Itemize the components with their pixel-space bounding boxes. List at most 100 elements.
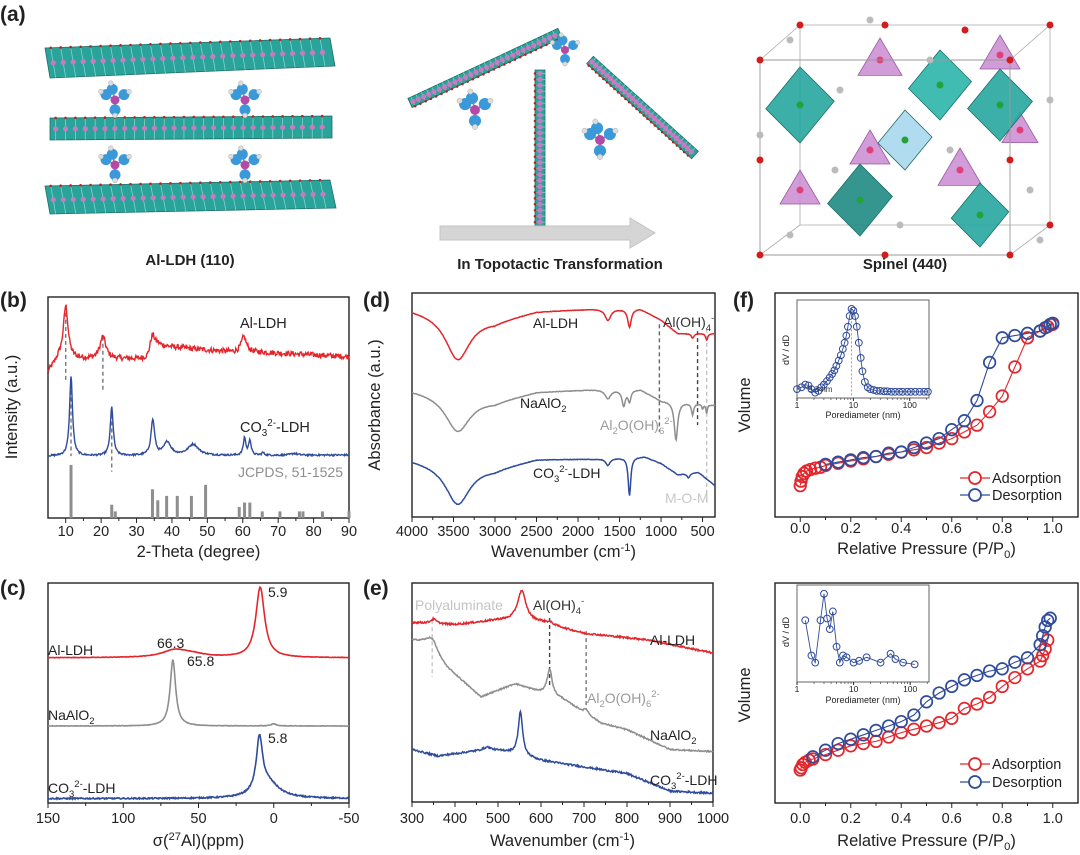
data-point-pore-size-distribution [807, 651, 816, 660]
data-point-pore-size-distribution [849, 306, 858, 315]
oxygen-atom [179, 41, 182, 45]
metal-site [452, 79, 458, 85]
oxygen-atom [533, 137, 537, 141]
oxygen-atom [533, 89, 537, 93]
oxygen-atom [239, 169, 251, 181]
label-fragment: 2 [599, 699, 604, 710]
data-point-pore-size-distribution [823, 614, 831, 623]
oxygen-atom [529, 50, 532, 54]
label-fragment: 0 [1004, 841, 1010, 853]
metal-site [92, 126, 98, 132]
data-point-adsorption [945, 431, 959, 446]
metal-site [110, 196, 116, 202]
metal-site [160, 194, 166, 201]
data-point-desorption [995, 331, 1009, 345]
label-fragment: 2 [691, 736, 696, 747]
oxygen-atom [79, 45, 82, 49]
oxygen-atom [1006, 251, 1014, 259]
metal-site [110, 57, 116, 64]
label-fragment: - [581, 596, 584, 607]
oxygen-atom [533, 185, 537, 188]
data-point-pore-size-distribution [843, 322, 852, 331]
hydrogen-atom [472, 124, 478, 130]
oxygen-atom [429, 97, 433, 101]
oxygen-atom [471, 77, 475, 81]
aluminum-atom [110, 160, 120, 170]
x-tick-label: 10 [58, 524, 74, 540]
x-tick-label: 1.0 [1043, 811, 1063, 827]
metal-site [100, 196, 106, 202]
data-point-adsorption [945, 711, 959, 725]
label-fragment: NaAlO [48, 707, 89, 723]
aluminum-atom [470, 105, 480, 115]
tetrahedral-site [866, 146, 874, 154]
metal-site [537, 136, 543, 142]
hydrogen-atom [549, 40, 555, 45]
data-point-adsorption [970, 418, 984, 432]
x-axis-title: Relative Pressure (P/P0) [837, 832, 1016, 853]
oxygen-atom [440, 92, 443, 96]
data-point-desorption [1041, 613, 1055, 628]
metal-site [537, 207, 543, 213]
label-fragment: 5.8 [268, 730, 288, 746]
label-fragment: 2 [561, 404, 566, 415]
oxygen-atom [497, 65, 501, 69]
annotation-label: 5.8 [268, 730, 288, 746]
metal-site [70, 59, 76, 65]
x-tick-label: 1000 [697, 811, 729, 827]
octahedral-layer [44, 179, 337, 215]
series-label-al-ldh: Al-LDH [533, 315, 578, 331]
x-tick-label: 150 [36, 811, 60, 827]
hydrogen-atom [242, 112, 248, 119]
metal-site [436, 86, 442, 92]
data-point-desorption [957, 414, 972, 428]
metal-site [270, 51, 276, 57]
metal-site [633, 99, 639, 105]
metal-site [537, 88, 543, 94]
metal-site [50, 197, 56, 203]
oxygen-atom [508, 60, 511, 64]
metal-site [537, 201, 543, 207]
oxygen-atom [49, 46, 52, 50]
reference-bar [260, 511, 264, 518]
label-fragment: 66.3 [157, 635, 184, 651]
oxygen-atom [533, 208, 537, 212]
oxygen-atom [642, 114, 646, 117]
data-point-adsorption [844, 739, 858, 753]
metal-site [210, 54, 216, 60]
metal-site [640, 105, 647, 112]
x-tick-label: 50 [190, 811, 206, 827]
oxygen-atom [594, 70, 598, 74]
aluminate-molecule [98, 80, 132, 119]
metal-site [615, 82, 621, 88]
metal-site [520, 47, 526, 53]
aluminate-molecule [98, 145, 132, 184]
data-point-desorption [945, 679, 959, 694]
oxygen-atom [258, 39, 262, 42]
oxygen-atom [320, 114, 324, 118]
metal-site [626, 92, 632, 98]
x-tick-label: 2500 [520, 524, 552, 540]
metal-site [200, 194, 206, 200]
series-line-co3-2-ldh [411, 456, 716, 506]
plot-frame [411, 292, 716, 518]
annotation-label: Al(OH)4- [533, 596, 584, 617]
reference-label: JCPDS, 51-1525 [238, 464, 343, 480]
metal-site [651, 115, 658, 122]
oxygen-atom [476, 75, 480, 79]
data-point-pore-size-distribution [923, 387, 932, 396]
oxygen-atom [533, 143, 537, 147]
reference-bar [248, 502, 252, 518]
oxygen-atom [649, 120, 653, 124]
metal-site [181, 125, 187, 131]
data-point-adsorption [932, 716, 946, 730]
reference-bar [237, 506, 241, 518]
data-point-desorption [894, 714, 908, 729]
metal-site [240, 193, 246, 199]
data-point-desorption [844, 453, 858, 467]
metal-site [537, 148, 543, 154]
label-fragment: Adsorption [992, 757, 1061, 773]
metal-site [537, 118, 543, 124]
data-point-desorption [932, 686, 946, 700]
label-fragment: Wavenumber (cm [491, 543, 621, 561]
